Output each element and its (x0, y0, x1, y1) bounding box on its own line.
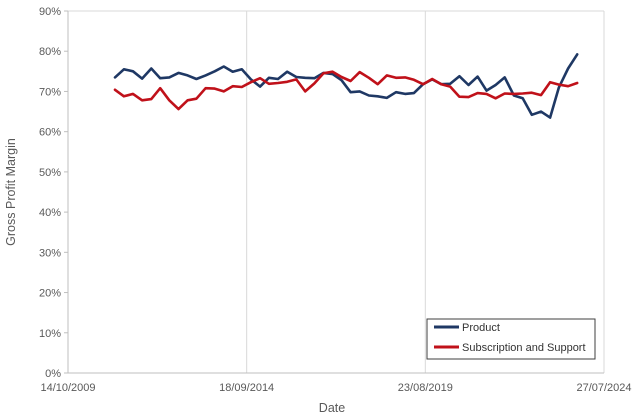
y-tick-label: 60% (39, 127, 61, 139)
x-tick-label: 18/09/2014 (219, 382, 274, 394)
y-tick-label: 40% (39, 207, 61, 219)
y-tick-label: 50% (39, 167, 61, 179)
y-tick-label: 20% (39, 288, 61, 300)
y-tick-label: 10% (39, 328, 61, 340)
y-tick-label: 80% (39, 46, 61, 58)
x-tick-label: 23/08/2019 (398, 382, 453, 394)
x-tick-label: 14/10/2009 (40, 382, 95, 394)
legend-label-product: Product (462, 322, 500, 334)
series-line-subscription-and-support (113, 70, 579, 111)
y-tick-label: 30% (39, 247, 61, 259)
legend: Product Subscription and Support (426, 318, 596, 360)
series-layer (113, 53, 579, 119)
grid-layer (68, 10, 605, 373)
x-tick-label: 27/07/2024 (576, 382, 631, 394)
y-tick-label: 0% (45, 368, 61, 380)
y-axis-title: Gross Profit Margin (4, 138, 18, 246)
axis-layer (64, 10, 604, 374)
tick-label-layer: 14/10/2009 18/09/2014 23/08/2019 27/07/2024… (39, 6, 632, 394)
legend-label-subscription: Subscription and Support (462, 342, 586, 354)
y-tick-label: 70% (39, 86, 61, 98)
series-line-product (113, 53, 579, 119)
y-tick-label: 90% (39, 6, 61, 18)
x-axis-title: Date (319, 401, 345, 415)
